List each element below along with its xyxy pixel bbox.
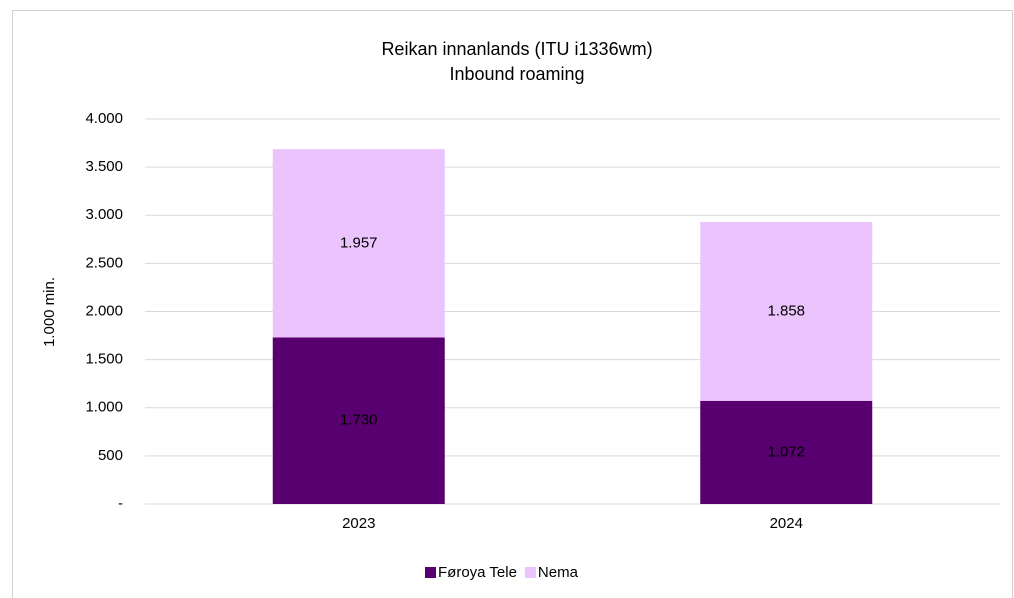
- y-tick-label: 2.000: [85, 302, 123, 319]
- x-tick-label: 2024: [770, 515, 803, 532]
- legend-label: Nema: [538, 564, 579, 581]
- legend-swatch: [524, 567, 536, 578]
- y-tick-label: 2.500: [85, 254, 123, 271]
- data-label: 1.072: [767, 443, 805, 460]
- y-tick-label: 4.000: [85, 110, 123, 127]
- data-label: 1.858: [767, 302, 805, 319]
- chart-subtitle: Inbound roaming: [449, 64, 584, 84]
- bar-segment: [700, 221, 873, 401]
- y-axis-label: 1.000 min.: [41, 277, 58, 347]
- bar-segment: [700, 400, 873, 504]
- bar-segment: [272, 149, 445, 338]
- y-tick-label: 3.500: [85, 158, 123, 175]
- bar-segment: [272, 337, 445, 504]
- legend-label: Føroya Tele: [438, 564, 517, 581]
- y-tick-label: 1.000: [85, 399, 123, 416]
- legend-swatch: [425, 567, 436, 578]
- data-label: 1.730: [340, 412, 378, 429]
- chart-title: Reikan innanlands (ITU i1336wm): [381, 39, 652, 59]
- data-label: 1.957: [340, 234, 378, 251]
- x-tick-label: 2023: [342, 515, 375, 532]
- y-tick-label: -: [118, 495, 123, 512]
- y-tick-label: 3.000: [85, 206, 123, 223]
- y-tick-label: 1.500: [85, 351, 123, 368]
- y-tick-label: 500: [98, 447, 123, 464]
